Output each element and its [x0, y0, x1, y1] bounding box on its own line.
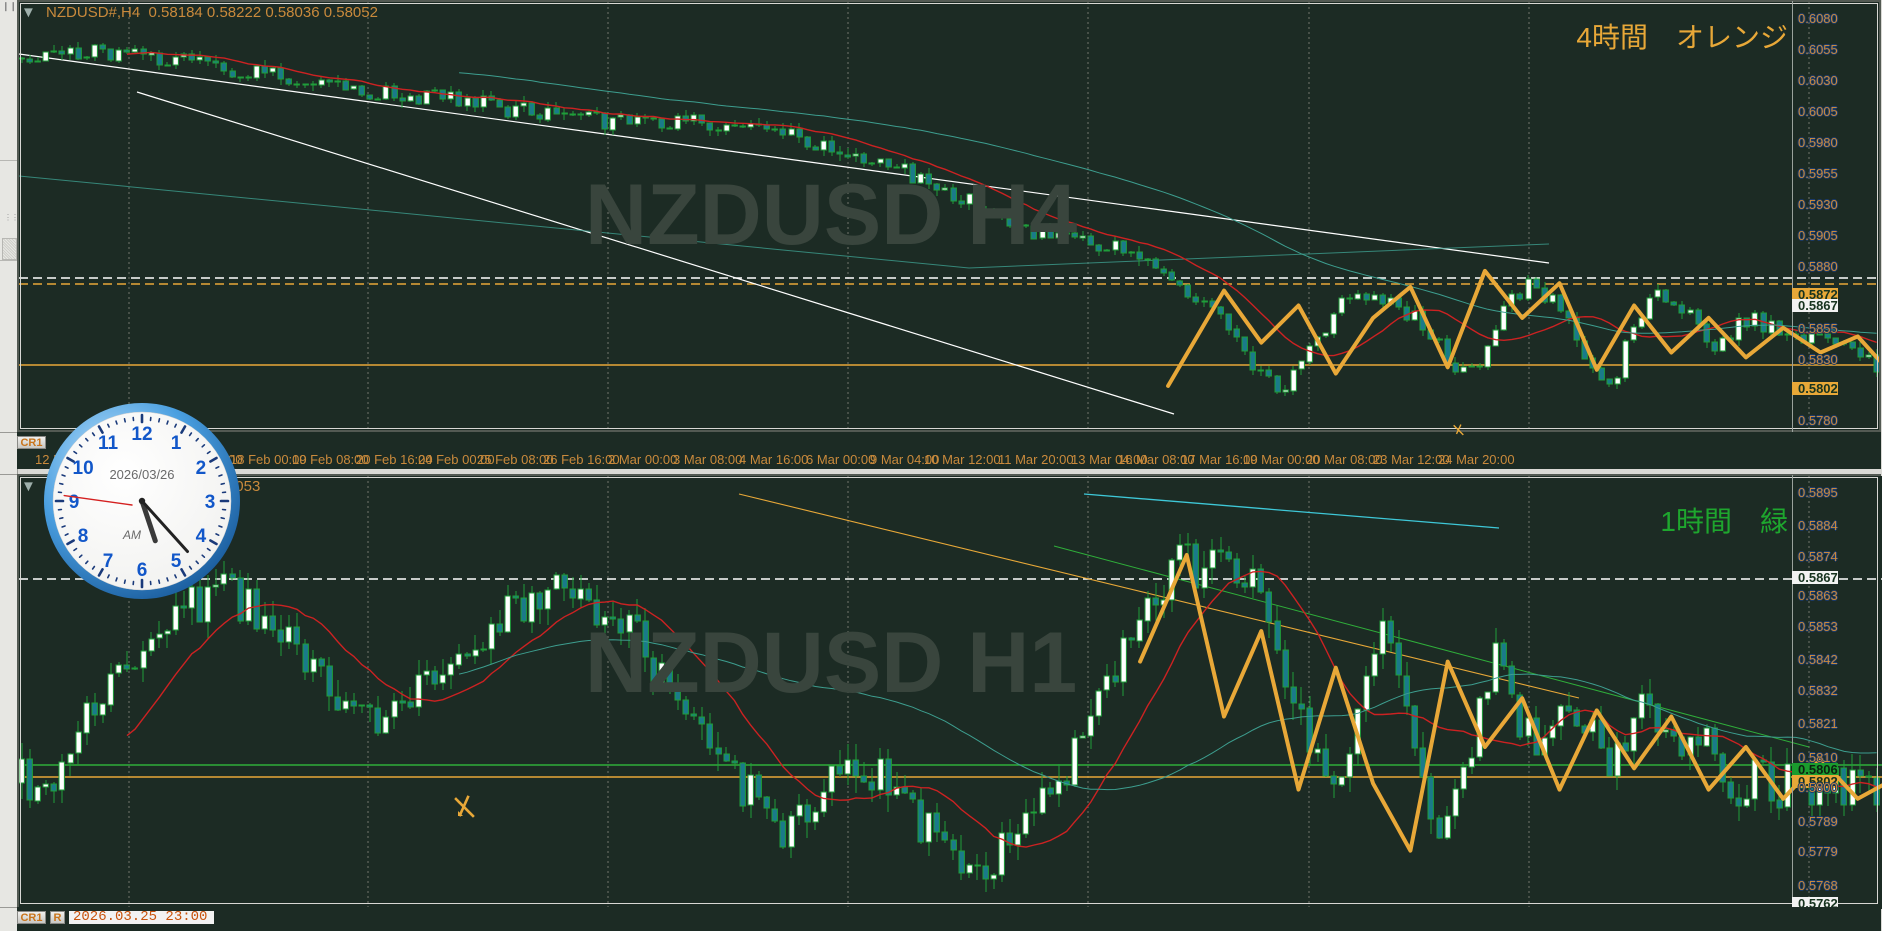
svg-text:10: 10	[73, 458, 94, 479]
svg-text:8: 8	[78, 526, 89, 547]
svg-text:3: 3	[205, 492, 216, 513]
svg-text:5: 5	[171, 551, 182, 572]
svg-text:6: 6	[137, 560, 148, 581]
svg-text:4: 4	[196, 526, 207, 547]
svg-text:2: 2	[196, 458, 207, 479]
svg-text:9: 9	[69, 492, 80, 513]
svg-text:7: 7	[103, 551, 114, 572]
svg-text:12: 12	[131, 424, 152, 445]
svg-text:11: 11	[98, 433, 119, 454]
svg-text:2026/03/26: 2026/03/26	[109, 467, 174, 482]
svg-text:1: 1	[171, 433, 182, 454]
svg-text:AM: AM	[122, 528, 141, 542]
